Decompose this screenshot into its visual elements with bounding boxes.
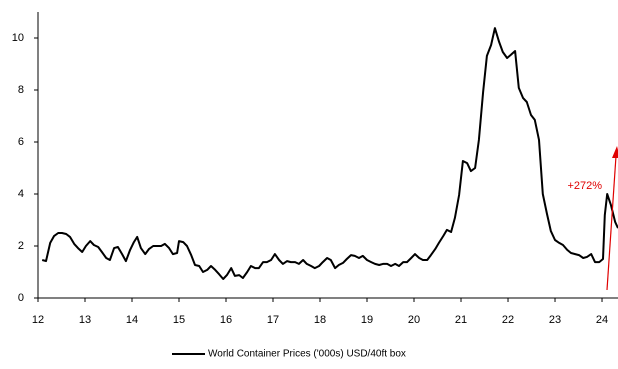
y-tick-label: 10 — [12, 32, 24, 44]
x-tick-label: 17 — [267, 314, 279, 326]
y-tick-label: 6 — [18, 136, 24, 148]
x-tick-label: 20 — [408, 314, 420, 326]
x-tick-label: 15 — [173, 314, 185, 326]
x-tick-label: 22 — [502, 314, 514, 326]
annotation-arrow — [606, 155, 617, 291]
x-tick-label: 16 — [220, 314, 232, 326]
x-tick-label: 21 — [455, 314, 467, 326]
legend-label: World Container Prices ('000s) USD/40ft … — [208, 349, 406, 360]
annotation: +272% — [567, 180, 602, 192]
annotation-arrowhead — [612, 146, 618, 158]
x-tick-label: 12 — [32, 314, 44, 326]
line-series — [41, 27, 618, 280]
y-tick-label: 8 — [18, 84, 24, 96]
y-tick-label: 2 — [18, 240, 24, 252]
x-tick-label: 18 — [314, 314, 326, 326]
y-tick-label: 0 — [18, 292, 24, 304]
x-tick-label: 19 — [361, 314, 373, 326]
x-tick-label: 14 — [126, 314, 138, 326]
y-tick-label: 4 — [18, 188, 24, 200]
x-tick-label: 24 — [596, 314, 608, 326]
x-tick-label: 13 — [79, 314, 91, 326]
x-tick-label: 23 — [549, 314, 561, 326]
